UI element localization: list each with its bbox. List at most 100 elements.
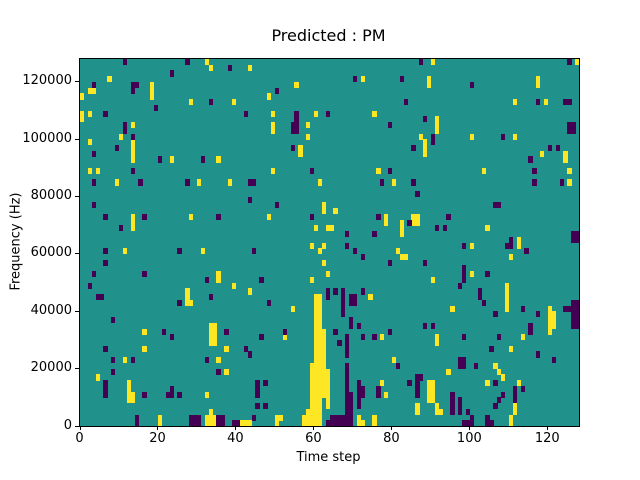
heatmap-cell — [438, 408, 443, 415]
heatmap-cell — [384, 219, 389, 226]
heatmap-cell — [161, 328, 167, 335]
y-tick-mark — [75, 81, 79, 83]
heatmap-cell — [313, 339, 319, 347]
heatmap-cell — [313, 334, 319, 341]
x-tick-mark — [547, 426, 549, 430]
heatmap-cell — [415, 385, 420, 392]
heatmap-cell — [516, 236, 521, 243]
plot-area — [79, 58, 580, 427]
heatmap-cell — [504, 242, 510, 249]
heatmap-cell — [298, 145, 303, 152]
heatmap-cell — [263, 403, 268, 410]
heatmap-cell — [485, 225, 490, 232]
heatmap-cell — [204, 420, 210, 427]
heatmap-cell — [103, 385, 108, 392]
heatmap-cell — [317, 322, 323, 329]
heatmap-cell — [520, 385, 525, 392]
heatmap-cell — [118, 225, 124, 232]
heatmap-cell — [317, 339, 323, 347]
heatmap-cell — [317, 305, 323, 312]
heatmap-cell — [317, 374, 323, 381]
y-tick-label: 120000 — [22, 73, 72, 89]
heatmap-cell — [317, 357, 323, 364]
heatmap-cell — [450, 305, 455, 312]
x-tick-label: 40 — [227, 431, 244, 446]
heatmap-cell — [313, 322, 319, 329]
heatmap-cell — [290, 305, 295, 312]
heatmap-cell — [103, 345, 108, 352]
y-tick-label: 20000 — [30, 360, 72, 376]
heatmap-cell — [489, 420, 494, 427]
heatmap-cell — [169, 334, 174, 341]
heatmap-cell — [204, 357, 210, 364]
heatmap-cell — [317, 311, 323, 318]
heatmap-cell — [403, 253, 408, 261]
heatmap-cell — [481, 299, 486, 306]
heatmap-cell — [95, 374, 100, 381]
heatmap-cell — [310, 397, 315, 404]
heatmap-cell — [200, 156, 206, 163]
heatmap-cell — [310, 414, 315, 421]
heatmap-cell — [345, 242, 350, 249]
heatmap-cell — [403, 99, 408, 106]
heatmap-cell — [95, 294, 100, 301]
heatmap-cell — [122, 248, 128, 255]
heatmap-cell — [317, 414, 323, 421]
heatmap-cell — [189, 299, 194, 306]
heatmap-cell — [360, 334, 365, 341]
heatmap-cell — [485, 380, 490, 387]
heatmap-cell — [462, 265, 467, 272]
heatmap-cell — [208, 339, 213, 347]
heatmap-cell — [255, 403, 260, 410]
heatmap-cell — [430, 139, 436, 146]
heatmap-cell — [321, 345, 326, 352]
heatmap-cell — [555, 145, 560, 152]
heatmap-cell — [345, 403, 350, 410]
heatmap-cell — [185, 294, 190, 301]
heatmap-cell — [434, 127, 440, 134]
heatmap-cell — [360, 391, 365, 398]
heatmap-cell — [278, 414, 284, 421]
heatmap-cell — [341, 288, 346, 295]
heatmap-cell — [321, 374, 326, 381]
heatmap-cell — [134, 81, 139, 89]
heatmap-cell — [317, 334, 323, 341]
heatmap-cell — [462, 357, 467, 364]
heatmap-cell — [212, 420, 217, 427]
heatmap-cell — [380, 380, 385, 387]
heatmap-cell — [387, 122, 393, 129]
heatmap-cell — [341, 299, 346, 306]
heatmap-cell — [415, 213, 420, 220]
heatmap-cell — [216, 271, 221, 278]
heatmap-cell — [216, 368, 221, 375]
heatmap-cell — [333, 288, 338, 295]
heatmap-cell — [313, 294, 319, 301]
heatmap-cell — [317, 345, 323, 352]
heatmap-cell — [310, 374, 315, 381]
heatmap-cell — [551, 317, 556, 324]
heatmap-cell — [345, 368, 350, 375]
heatmap-cell — [271, 167, 276, 175]
heatmap-cell — [360, 385, 365, 392]
heatmap-cell — [477, 294, 482, 301]
heatmap-cell — [508, 420, 514, 427]
heatmap-cell — [196, 179, 202, 186]
heatmap-cell — [310, 368, 315, 375]
heatmap-cell — [528, 328, 533, 335]
heatmap-cell — [481, 167, 486, 175]
heatmap-cell — [501, 391, 506, 398]
heatmap-cell — [465, 420, 471, 427]
heatmap-cell — [360, 288, 365, 295]
heatmap-cell — [321, 208, 326, 215]
heatmap-cell — [563, 156, 568, 163]
heatmap-cell — [575, 299, 580, 306]
heatmap-cell — [391, 179, 397, 186]
heatmap-cell — [575, 311, 580, 318]
heatmap-cell — [341, 420, 346, 427]
heatmap-cell — [247, 196, 252, 203]
heatmap-cell — [337, 414, 342, 421]
heatmap-cell — [520, 305, 525, 312]
heatmap-cell — [415, 190, 420, 198]
heatmap-cell — [321, 339, 326, 347]
heatmap-cell — [567, 167, 572, 175]
